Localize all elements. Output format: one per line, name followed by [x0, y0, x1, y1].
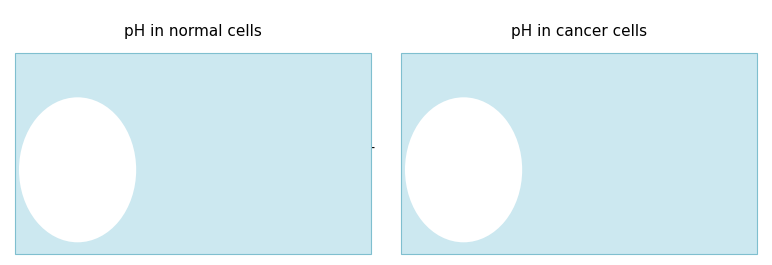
Text: Intracellular: Intracellular — [29, 107, 126, 120]
Text: pH in normal cells: pH in normal cells — [124, 24, 262, 39]
Text: More alkaline –
approx 7.4: More alkaline – approx 7.4 — [271, 141, 375, 174]
Text: More acidic –
approx 7.2: More acidic – approx 7.2 — [37, 147, 127, 180]
Text: More acidic
– 6.7–7.1: More acidic – 6.7–7.1 — [657, 141, 736, 174]
Text: Extracellular: Extracellular — [621, 74, 721, 88]
Text: Extracellular: Extracellular — [235, 74, 335, 88]
Text: Intracellular: Intracellular — [415, 107, 512, 120]
Text: pH in cancer cells: pH in cancer cells — [511, 24, 647, 39]
Text: More alkaline
pH >7.2: More alkaline pH >7.2 — [423, 147, 516, 180]
